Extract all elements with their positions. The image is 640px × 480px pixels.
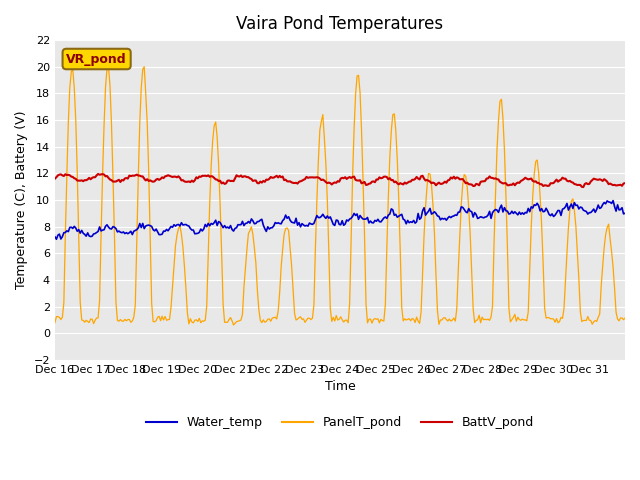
Text: VR_pond: VR_pond [67,52,127,65]
Legend: Water_temp, PanelT_pond, BattV_pond: Water_temp, PanelT_pond, BattV_pond [141,411,540,434]
X-axis label: Time: Time [324,381,355,394]
Y-axis label: Temperature (C), Battery (V): Temperature (C), Battery (V) [15,111,28,289]
Title: Vaira Pond Temperatures: Vaira Pond Temperatures [236,15,444,33]
